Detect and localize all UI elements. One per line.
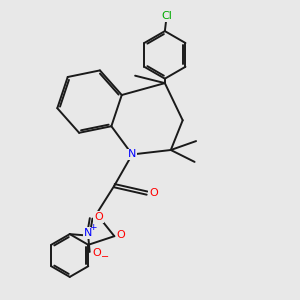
Text: N: N (128, 149, 136, 160)
Text: Cl: Cl (161, 11, 172, 21)
Text: O: O (116, 230, 125, 240)
Text: −: − (101, 252, 109, 262)
Text: N: N (84, 228, 92, 238)
Text: O: O (93, 248, 101, 258)
Text: O: O (149, 188, 158, 198)
Text: +: + (89, 223, 97, 232)
Text: O: O (94, 212, 103, 222)
